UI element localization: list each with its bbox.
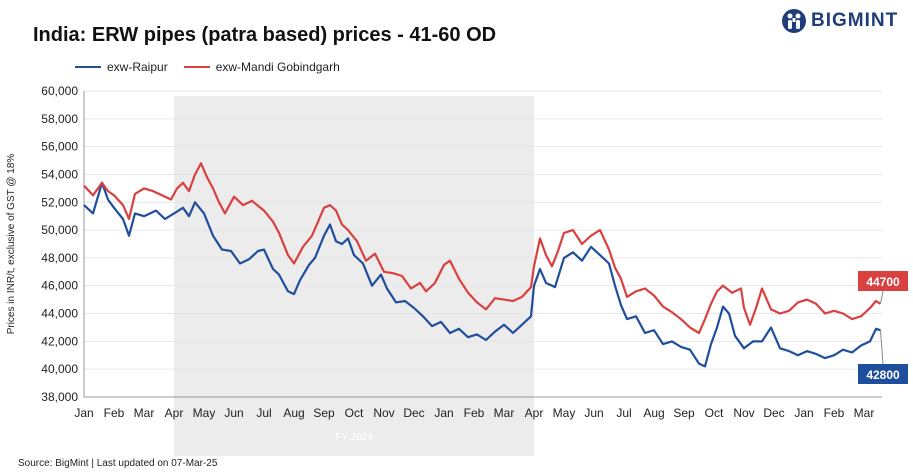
fy-shaded-region [174,96,534,456]
y-axis-label: Prices in INR/t, exclusive of GST @ 18% [6,154,17,335]
x-tick-label: Jul [256,406,271,420]
x-tick-label: Nov [373,406,394,420]
x-tick-label: Mar [854,406,875,420]
x-tick-label: Jun [584,406,603,420]
y-tick-label: 48,000 [41,251,78,265]
x-tick-label: Aug [283,406,304,420]
y-tick-label: 52,000 [41,195,78,209]
x-tick-label: Feb [824,406,845,420]
chart-legend: exw-Raipur exw-Mandi Gobindgarh [75,60,340,74]
x-tick-label: Nov [733,406,754,420]
end-label-mandi-gobindgarh: 44700 [866,275,900,289]
end-label-raipur: 42800 [866,368,900,382]
end-label-box-mandi-gobindgarh [858,271,908,291]
x-tick-label: Sep [313,406,335,420]
end-label-box-raipur [858,364,908,384]
y-tick-label: 44,000 [41,307,78,321]
x-tick-label: Oct [345,406,364,420]
x-tick-label: Mar [134,406,155,420]
legend-swatch-mandi-gobindgarh [183,66,210,68]
y-tick-label: 56,000 [41,140,78,154]
y-tick-label: 40,000 [41,362,78,376]
source-note: Source: BigMint | Last updated on 07-Mar… [18,458,218,469]
end-label-connector [880,330,884,365]
x-tick-label: Mar [494,406,515,420]
x-tick-label: Jan [434,406,453,420]
y-tick-label: 58,000 [41,112,78,126]
bigmint-logo-text: BIGMINT [811,10,899,31]
x-tick-label: Jun [224,406,243,420]
legend-label-mandi-gobindgarh: exw-Mandi Gobindgarh [215,60,340,74]
y-tick-label: 38,000 [41,390,78,404]
x-tick-label: Jul [616,406,631,420]
bigmint-logo-icon [782,9,806,33]
x-tick-label: Sep [673,406,695,420]
series-line-raipur [83,181,881,368]
x-tick-label: Oct [705,406,724,420]
legend-label-raipur: exw-Raipur [107,60,168,74]
fy-region-label: FY 2024 [335,432,373,443]
x-tick-label: Apr [165,406,184,420]
bigmint-logo: BIGMINT [781,8,898,34]
x-tick-label: Dec [403,406,424,420]
legend-item-mandi-gobindgarh: exw-Mandi Gobindgarh [183,60,340,74]
y-tick-label: 54,000 [41,167,78,181]
x-tick-label: Dec [763,406,784,420]
x-tick-label: Feb [464,406,485,420]
y-tick-label: 42,000 [41,334,78,348]
x-tick-label: May [553,406,576,420]
legend-swatch-raipur [75,66,101,68]
x-tick-label: Apr [525,406,544,420]
y-tick-label: 46,000 [41,279,78,293]
x-tick-label: Feb [104,406,125,420]
end-label-connector [880,290,884,304]
legend-item-raipur: exw-Raipur [75,60,168,74]
chart-title: India: ERW pipes (patra based) prices - … [33,24,497,46]
x-tick-label: Aug [643,406,664,420]
x-tick-label: Jan [794,406,813,420]
series-line-mandi-gobindgarh [83,162,882,335]
x-tick-label: May [193,406,216,420]
y-tick-label: 60,000 [41,84,78,98]
x-tick-label: Jan [74,406,93,420]
y-tick-label: 50,000 [41,223,78,237]
